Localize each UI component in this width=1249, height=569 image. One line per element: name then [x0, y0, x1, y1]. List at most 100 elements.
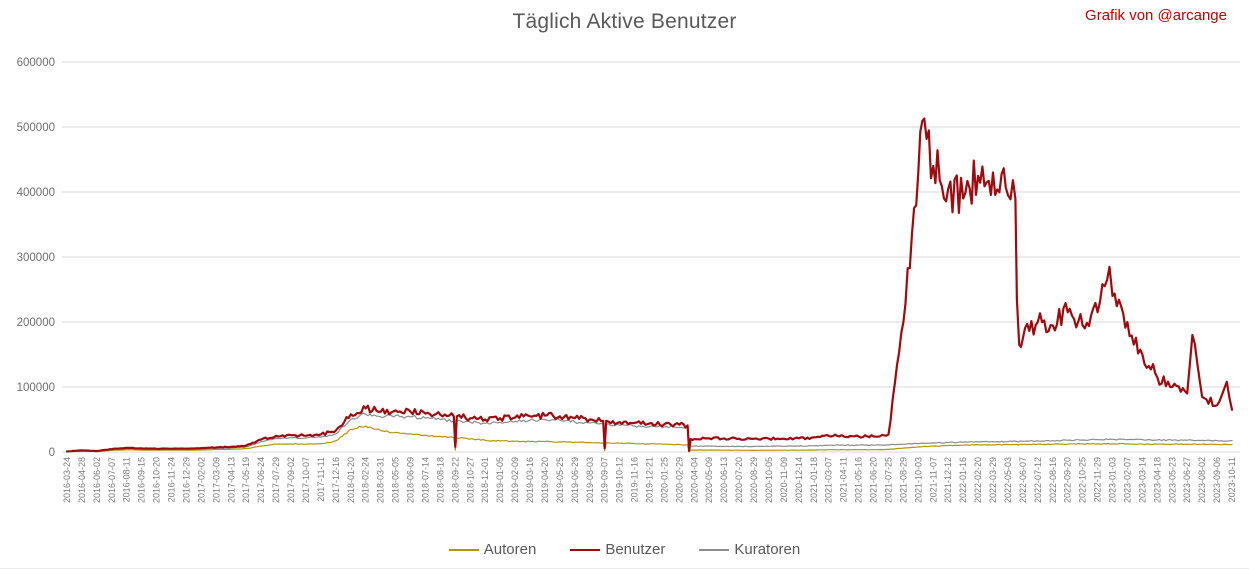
x-tick-label: 2017-10-07: [301, 457, 311, 503]
x-tick-label: 2022-10-25: [1078, 457, 1088, 503]
x-tick-label: 2018-09-22: [450, 457, 460, 503]
x-tick-label: 2021-04-11: [839, 457, 849, 502]
legend-label-kuratoren: Kuratoren: [734, 541, 801, 558]
x-tick-label: 2017-03-09: [211, 457, 221, 503]
legend-swatch-benutzer: [570, 548, 601, 551]
legend-item-autoren: Autoren: [448, 541, 537, 558]
x-tick-label: 2016-03-24: [62, 457, 72, 503]
y-tick-label: 600000: [17, 57, 55, 69]
x-tick-label: 2018-02-24: [361, 457, 371, 503]
y-tick-label: 200000: [17, 317, 55, 329]
y-tick-label: 500000: [17, 122, 55, 134]
x-tick-label: 2022-02-20: [973, 457, 983, 503]
x-tick-label: 2022-11-29: [1093, 457, 1103, 502]
x-tick-label: 2021-06-20: [869, 457, 879, 503]
x-tick-label: 2021-01-18: [809, 457, 819, 503]
x-tick-label: 2021-11-07: [928, 457, 938, 502]
x-tick-label: 2023-09-06: [1212, 457, 1222, 503]
x-tick-label: 2022-06-07: [1018, 457, 1028, 503]
x-tick-label: 2021-10-03: [913, 457, 923, 503]
x-tick-label: 2021-03-07: [824, 457, 834, 503]
x-tick-label: 2016-10-20: [152, 457, 162, 503]
legend-item-benutzer: Benutzer: [570, 541, 665, 558]
x-tick-label: 2020-06-13: [719, 457, 729, 503]
x-tick-label: 2023-01-03: [1108, 457, 1118, 503]
x-tick-label: 2019-12-21: [645, 457, 655, 503]
x-tick-label: 2018-01-20: [346, 457, 356, 503]
chart-attribution: Grafik von @arcange: [1085, 7, 1227, 24]
x-tick-label: 2016-09-15: [137, 457, 147, 503]
x-tick-label: 2019-02-09: [510, 457, 520, 503]
y-tick-label: 300000: [17, 252, 55, 264]
x-tick-label: 2017-06-24: [256, 457, 266, 503]
x-tick-label: 2020-04-04: [689, 457, 699, 503]
x-tick-label: 2018-07-14: [421, 457, 431, 503]
legend-swatch-autoren: [448, 548, 479, 551]
series-line-kuratoren: [66, 412, 1233, 453]
x-tick-label: 2019-06-29: [570, 457, 580, 503]
x-tick-label: 2018-06-09: [406, 457, 416, 503]
x-tick-label: 2020-10-05: [764, 457, 774, 503]
x-tick-label: 2018-12-01: [480, 457, 490, 503]
x-tick-label: 2018-05-05: [391, 457, 401, 503]
x-tick-label: 2017-09-02: [286, 457, 296, 503]
x-tick-label: 2021-08-29: [898, 457, 908, 503]
x-tick-label: 2023-04-18: [1152, 457, 1162, 503]
x-tick-label: 2016-07-07: [107, 457, 117, 503]
x-tick-label: 2019-10-12: [615, 457, 625, 503]
legend-label-autoren: Autoren: [483, 541, 537, 558]
series-line-benutzer: [65, 117, 1234, 453]
x-tick-label: 2022-09-20: [1063, 457, 1073, 503]
x-tick-label: 2019-03-16: [525, 457, 535, 503]
x-tick-label: 2017-02-02: [196, 457, 206, 503]
y-tick-label: 100000: [17, 382, 55, 394]
x-tick-label: 2022-05-03: [1003, 457, 1013, 503]
legend-swatch-kuratoren: [699, 548, 730, 551]
x-tick-label: 2020-07-20: [734, 457, 744, 503]
x-tick-label: 2023-02-07: [1122, 457, 1132, 503]
x-tick-label: 2017-04-13: [226, 457, 236, 503]
x-tick-label: 2020-12-14: [794, 457, 804, 503]
x-tick-label: 2019-01-05: [495, 457, 505, 503]
x-tick-label: 2018-08-18: [435, 457, 445, 503]
x-tick-label: 2020-08-29: [749, 457, 759, 503]
x-tick-label: 2022-08-16: [1048, 457, 1058, 503]
x-tick-label: 2022-01-16: [958, 457, 968, 503]
x-tick-label: 2020-01-25: [659, 457, 669, 503]
x-tick-label: 2017-11-11: [316, 457, 326, 502]
x-tick-label: 2016-12-29: [182, 457, 192, 503]
x-tick-label: 2020-02-29: [674, 457, 684, 503]
x-tick-label: 2021-07-25: [884, 457, 894, 503]
x-tick-label: 2023-03-14: [1137, 457, 1147, 503]
x-tick-label: 2019-08-03: [585, 457, 595, 503]
chart-title: Täglich Aktive Benutzer: [512, 10, 737, 33]
x-tick-label: 2023-08-02: [1197, 457, 1207, 503]
x-tick-label: 2017-12-16: [331, 457, 341, 503]
x-tick-label: 2020-05-09: [704, 457, 714, 503]
x-tick-label: 2016-08-11: [122, 457, 132, 502]
x-tick-label: 2018-10-27: [465, 457, 475, 503]
x-tick-label: 2023-10-11: [1227, 457, 1237, 502]
y-tick-label: 400000: [17, 187, 55, 199]
series-line-autoren: [66, 425, 1233, 453]
x-tick-label: 2017-05-19: [241, 457, 251, 503]
x-tick-label: 2023-06-27: [1182, 457, 1192, 503]
x-tick-label: 2016-06-02: [92, 457, 102, 503]
x-tick-label: 2022-07-12: [1033, 457, 1043, 503]
x-tick-label: 2020-11-09: [779, 457, 789, 502]
x-tick-label: 2022-03-29: [988, 457, 998, 503]
x-tick-label: 2019-09-07: [600, 457, 610, 503]
x-tick-label: 2023-05-23: [1167, 457, 1177, 503]
x-tick-label: 2017-07-29: [271, 457, 281, 503]
x-tick-label: 2016-11-24: [167, 457, 177, 502]
x-tick-label: 2021-12-12: [943, 457, 953, 503]
legend-label-benutzer: Benutzer: [605, 541, 666, 558]
x-tick-label: 2019-11-16: [630, 457, 640, 502]
y-tick-label: 0: [49, 447, 55, 459]
x-tick-label: 2019-05-25: [555, 457, 565, 503]
legend-item-kuratoren: Kuratoren: [699, 541, 800, 558]
legend: Autoren Benutzer Kuratoren: [0, 541, 1249, 558]
x-tick-label: 2016-04-28: [77, 457, 87, 503]
